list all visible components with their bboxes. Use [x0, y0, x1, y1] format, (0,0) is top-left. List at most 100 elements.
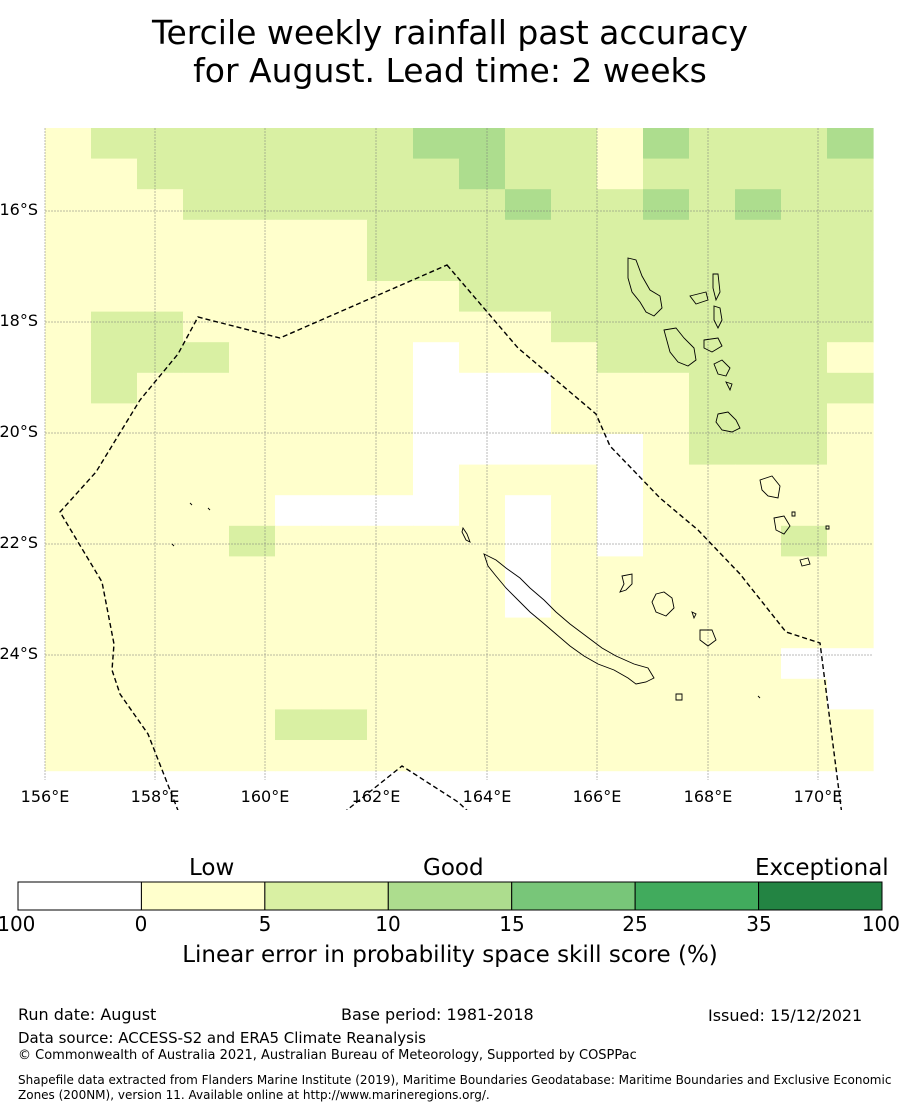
skill-cell [321, 219, 368, 251]
skill-cell [827, 617, 874, 649]
skill-cell [551, 464, 598, 496]
skill-cell [505, 678, 552, 710]
skill-cell [827, 587, 874, 619]
skill-cell [45, 740, 92, 772]
skill-cell [689, 311, 736, 343]
skill-cell [781, 403, 828, 435]
colorbar-tick-15: 15 [499, 912, 525, 936]
title-line-2: for August. Lead time: 2 weeks [193, 51, 707, 90]
skill-cell [91, 525, 138, 557]
skill-cell [597, 709, 644, 741]
skill-cell [551, 158, 598, 190]
skill-cell [275, 189, 322, 221]
skill-cell [413, 189, 460, 221]
skill-cell [551, 678, 598, 710]
skill-cell [137, 709, 184, 741]
skill-cell [367, 495, 414, 527]
skill-cell [137, 281, 184, 313]
skill-cell [229, 678, 276, 710]
skill-cell [643, 678, 690, 710]
skill-cell [597, 219, 644, 251]
skill-cell [413, 219, 460, 251]
skill-cell [551, 495, 598, 527]
skill-cell [781, 250, 828, 282]
skill-cell [597, 158, 644, 190]
skill-cell [689, 464, 736, 496]
skill-cell [551, 128, 598, 160]
skill-cell [551, 342, 598, 374]
skill-cell [551, 403, 598, 435]
colorbar-tick-25: 25 [622, 912, 648, 936]
skill-cell [367, 709, 414, 741]
skill-cell [45, 709, 92, 741]
skill-cell [413, 587, 460, 619]
skill-cell [505, 434, 552, 466]
skill-cell [367, 219, 414, 251]
skill-cell [137, 556, 184, 588]
skill-cell [137, 464, 184, 496]
skill-cell [827, 495, 874, 527]
skill-cell [229, 342, 276, 374]
skill-cell [91, 311, 138, 343]
skill-cell [735, 709, 782, 741]
skill-cell [597, 342, 644, 374]
eez-boundary [59, 264, 843, 810]
skill-cell [413, 311, 460, 343]
skill-cell [551, 740, 598, 772]
skill-cell [827, 525, 874, 557]
skill-cell [643, 464, 690, 496]
skill-cell [367, 648, 414, 680]
skill-cell [275, 311, 322, 343]
skill-cell [229, 648, 276, 680]
skill-cell [137, 158, 184, 190]
skill-cell [91, 250, 138, 282]
skill-cell [367, 617, 414, 649]
shepherd-islands [725, 381, 733, 392]
colorbar-swatch [758, 881, 883, 911]
skill-cell [459, 678, 506, 710]
skill-cell [91, 434, 138, 466]
skill-cell [827, 464, 874, 496]
skill-cell [321, 128, 368, 160]
skill-cell [45, 617, 92, 649]
skill-cell [459, 342, 506, 374]
skill-cell [597, 648, 644, 680]
base-period: Base period: 1981-2018 [341, 1005, 534, 1024]
lifou-coast [651, 591, 675, 617]
skill-cell [643, 281, 690, 313]
skill-cell [597, 372, 644, 404]
skill-cell [413, 678, 460, 710]
skill-cell [275, 740, 322, 772]
skill-cell [91, 556, 138, 588]
skill-cell [735, 617, 782, 649]
colorbar-label: Linear error in probability space skill … [182, 942, 718, 968]
aniwa-coast [825, 525, 830, 530]
skill-cell [137, 372, 184, 404]
espiritu-santo-coast [627, 257, 663, 317]
skill-cell [413, 342, 460, 374]
skill-cell [781, 158, 828, 190]
skill-cell [413, 740, 460, 772]
issued-date: Issued: 15/12/2021 [708, 1006, 863, 1025]
skill-cell [551, 281, 598, 313]
skill-cell [643, 617, 690, 649]
skill-cell [643, 189, 690, 221]
skill-cell [229, 587, 276, 619]
skill-cell [413, 434, 460, 466]
skill-cell [459, 158, 506, 190]
skill-cell [321, 709, 368, 741]
skill-cell [505, 281, 552, 313]
skill-cell [91, 403, 138, 435]
skill-cell [597, 250, 644, 282]
skill-cell [459, 464, 506, 496]
skill-cell [505, 311, 552, 343]
skill-cell [505, 648, 552, 680]
skill-cell [275, 464, 322, 496]
lon-label-164e: 164°E [462, 787, 512, 806]
skill-cell [505, 709, 552, 741]
skill-cell [91, 464, 138, 496]
skill-cell [735, 587, 782, 619]
skill-cell [735, 281, 782, 313]
skill-cell [229, 434, 276, 466]
skill-cell [183, 189, 230, 221]
